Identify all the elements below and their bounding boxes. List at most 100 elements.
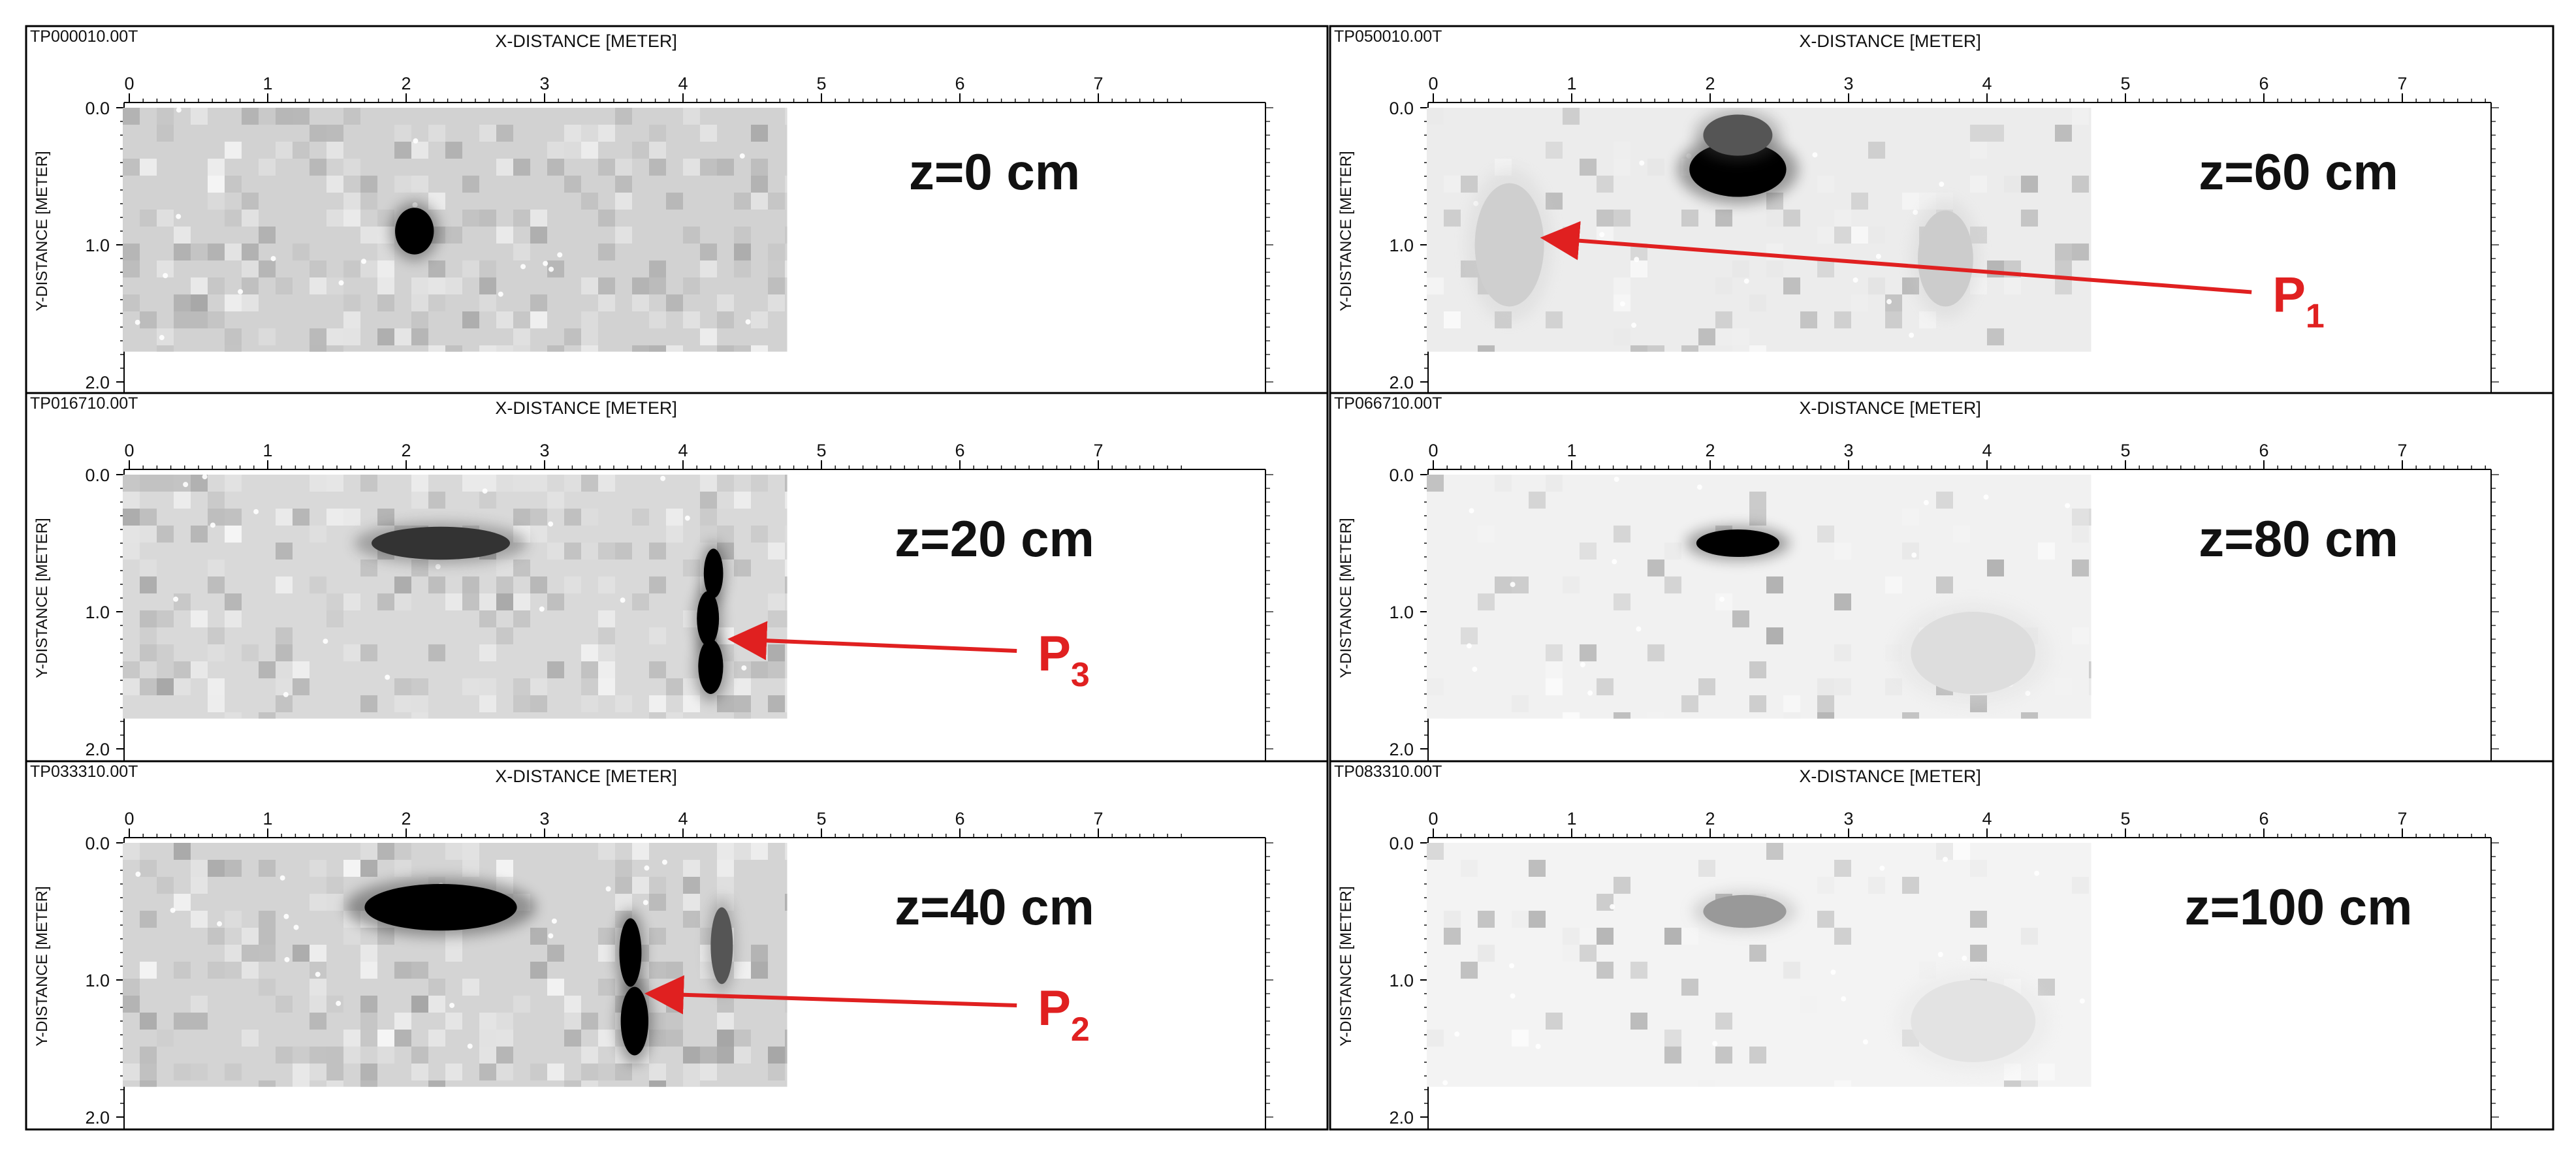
reflection-anomaly (1911, 980, 2036, 1062)
slice-texture (123, 108, 787, 352)
y-tick-label: 1.0 (1389, 603, 1414, 622)
y-ticks: 0.0 1.0 2.0 (1389, 834, 2499, 1127)
x-tick-label: 6 (955, 441, 964, 460)
callout-label: P2 (1038, 981, 1090, 1049)
reflection-anomaly (1911, 612, 2036, 694)
depth-label: z=60 cm (2199, 143, 2398, 200)
slice-panel: TP083310.00T X-DISTANCE [METER] 0 1 2 3 4 5 6 7 0.… (1329, 760, 2554, 1131)
y-axis-title: Y-DISTANCE [METER] (1337, 886, 1355, 1046)
x-tick-label: 5 (2120, 74, 2130, 93)
slice-texture (123, 843, 787, 1087)
slice-panel: TP016710.00T X-DISTANCE [METER] 0 1 2 3 4 5 6 7 0.… (25, 392, 1329, 763)
x-tick-label: 4 (1982, 809, 1992, 828)
x-tick-label: 4 (678, 441, 688, 460)
depth-label: z=100 cm (2184, 878, 2412, 936)
x-axis-title: X-DISTANCE [METER] (1799, 398, 1981, 418)
x-tick-label: 3 (539, 74, 549, 93)
x-tick-label: 6 (955, 809, 964, 828)
x-axis-title: X-DISTANCE [METER] (495, 766, 677, 786)
x-tick-label: 5 (816, 74, 826, 93)
radar-slice-image (123, 108, 787, 352)
y-tick-label: 0.0 (85, 465, 110, 485)
y-ticks: 0.0 1.0 2.0 (1389, 99, 2499, 392)
x-tick-label: 5 (2120, 809, 2130, 828)
y-tick-label: 2.0 (85, 1108, 110, 1127)
x-tick-label: 5 (2120, 441, 2130, 460)
y-tick-label: 2.0 (1389, 1108, 1414, 1127)
y-tick-label: 2.0 (1389, 373, 1414, 392)
x-tick-label: 2 (401, 809, 411, 828)
slice-file-name: TP050010.00T (1334, 27, 1442, 46)
slice-panel: TP000010.00T X-DISTANCE [METER] 0 1 2 3 4 5 6 7 0.… (25, 25, 1329, 394)
x-tick-label: 2 (1705, 441, 1715, 460)
reflection-anomaly (1474, 183, 1544, 307)
x-tick-label: 7 (1093, 809, 1103, 828)
reflection-anomaly (395, 208, 434, 255)
callout-label: P1 (2272, 268, 2325, 336)
x-tick-label: 1 (1566, 441, 1576, 460)
x-ticks: 0 1 2 3 4 5 6 7 (124, 809, 1182, 838)
x-tick-label: 4 (1982, 74, 1992, 93)
x-tick-label: 1 (1566, 809, 1576, 828)
x-tick-label: 7 (2397, 441, 2407, 460)
x-tick-label: 2 (401, 441, 411, 460)
y-axis-title: Y-DISTANCE [METER] (1337, 151, 1355, 311)
x-tick-label: 1 (262, 441, 272, 460)
depth-label: z=0 cm (909, 143, 1080, 200)
slice-file-name: TP066710.00T (1334, 394, 1442, 413)
y-tick-label: 1.0 (1389, 971, 1414, 990)
x-tick-label: 5 (816, 441, 826, 460)
x-tick-label: 7 (2397, 74, 2407, 93)
x-tick-label: 2 (1705, 809, 1715, 828)
y-tick-label: 2.0 (85, 373, 110, 392)
x-tick-label: 3 (1843, 809, 1853, 828)
x-tick-label: 6 (955, 74, 964, 93)
slice-panel: TP050010.00T X-DISTANCE [METER] 0 1 2 3 4 5 6 7 0.… (1329, 25, 2554, 394)
slice-panel: TP033310.00T X-DISTANCE [METER] 0 1 2 3 4 5 6 7 0.… (25, 760, 1329, 1131)
x-tick-label: 2 (401, 74, 411, 93)
reflection-anomaly (620, 986, 648, 1056)
x-tick-label: 4 (678, 74, 688, 93)
x-tick-label: 1 (262, 809, 272, 828)
x-tick-label: 0 (124, 809, 134, 828)
y-tick-label: 1.0 (85, 971, 110, 990)
radar-slice-image (1427, 108, 2091, 352)
x-ticks: 0 1 2 3 4 5 6 7 (1428, 74, 2486, 102)
slice-panel: TP066710.00T X-DISTANCE [METER] 0 1 2 3 4 5 6 7 0.… (1329, 392, 2554, 763)
slice-file-name: TP083310.00T (1334, 763, 1442, 781)
x-tick-label: 3 (1843, 74, 1853, 93)
slice-file-name: TP016710.00T (30, 394, 138, 413)
x-axis-title: X-DISTANCE [METER] (495, 31, 677, 51)
y-ticks: 0.0 1.0 2.0 (85, 99, 1273, 392)
radar-slice-image (123, 475, 787, 719)
reflection-anomaly (372, 526, 510, 560)
x-axis-title: X-DISTANCE [METER] (495, 398, 677, 418)
x-ticks: 0 1 2 3 4 5 6 7 (124, 441, 1182, 469)
x-tick-label: 7 (1093, 74, 1103, 93)
x-tick-label: 2 (1705, 74, 1715, 93)
radar-slice-image (1427, 843, 2091, 1087)
y-axis-title: Y-DISTANCE [METER] (33, 151, 51, 311)
reflection-anomaly (1703, 894, 1787, 928)
x-axis-title: X-DISTANCE [METER] (1799, 31, 1981, 51)
y-tick-label: 2.0 (1389, 740, 1414, 759)
y-tick-label: 0.0 (1389, 834, 1414, 853)
x-axis-title: X-DISTANCE [METER] (1799, 766, 1981, 786)
depth-label: z=20 cm (895, 510, 1094, 567)
x-tick-label: 0 (124, 74, 134, 93)
x-tick-label: 0 (1428, 441, 1438, 460)
y-tick-label: 1.0 (1389, 236, 1414, 255)
reflection-anomaly (364, 884, 517, 931)
y-tick-label: 0.0 (85, 99, 110, 118)
y-axis-title: Y-DISTANCE [METER] (33, 518, 51, 678)
x-tick-label: 4 (678, 809, 688, 828)
x-tick-label: 0 (1428, 74, 1438, 93)
reflection-anomaly (698, 639, 724, 694)
x-tick-label: 3 (539, 441, 549, 460)
x-tick-label: 1 (1566, 74, 1576, 93)
depth-label: z=40 cm (895, 878, 1094, 936)
x-tick-label: 6 (2259, 809, 2268, 828)
x-ticks: 0 1 2 3 4 5 6 7 (124, 74, 1182, 102)
x-tick-label: 0 (1428, 809, 1438, 828)
